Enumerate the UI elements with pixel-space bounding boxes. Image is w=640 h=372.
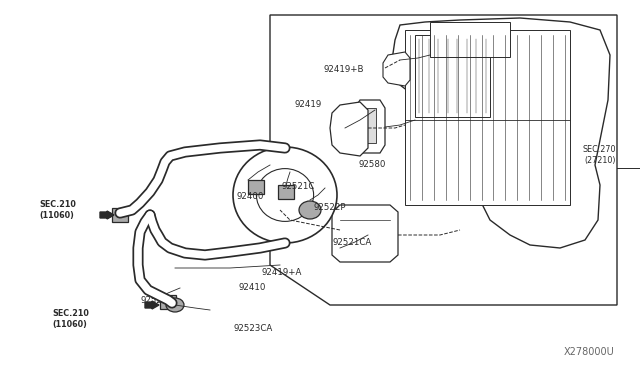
Bar xyxy=(112,208,128,222)
Text: X278000U: X278000U xyxy=(564,347,614,357)
Text: 92419+B: 92419+B xyxy=(323,65,364,74)
Text: 92580: 92580 xyxy=(358,160,386,169)
Bar xyxy=(430,22,510,57)
Bar xyxy=(160,295,176,309)
Text: 92521CA: 92521CA xyxy=(333,238,372,247)
FancyArrow shape xyxy=(100,211,114,219)
Ellipse shape xyxy=(299,201,321,219)
Text: (11060): (11060) xyxy=(52,320,87,329)
Text: 92400: 92400 xyxy=(237,192,264,201)
Polygon shape xyxy=(383,52,410,86)
Text: 92419: 92419 xyxy=(294,100,322,109)
Polygon shape xyxy=(352,100,385,153)
Text: (27210): (27210) xyxy=(584,156,616,165)
Ellipse shape xyxy=(166,298,184,312)
Bar xyxy=(415,35,490,117)
Text: SEC.210: SEC.210 xyxy=(40,200,77,209)
Text: 92523CA: 92523CA xyxy=(234,324,273,333)
Polygon shape xyxy=(332,205,398,262)
Ellipse shape xyxy=(257,169,314,221)
Polygon shape xyxy=(392,18,610,248)
Text: SEC.270: SEC.270 xyxy=(582,145,616,154)
Text: SEC.210: SEC.210 xyxy=(52,309,90,318)
Polygon shape xyxy=(270,15,617,305)
Text: 92521C: 92521C xyxy=(282,182,315,191)
Text: (11060): (11060) xyxy=(40,211,74,220)
Text: 92410: 92410 xyxy=(238,283,266,292)
Bar xyxy=(405,30,570,205)
Text: 92522P: 92522P xyxy=(314,203,346,212)
Bar xyxy=(248,180,264,194)
Text: 92419+A: 92419+A xyxy=(261,268,301,277)
FancyArrow shape xyxy=(145,301,159,309)
Bar xyxy=(278,185,294,199)
Bar xyxy=(358,108,376,143)
Ellipse shape xyxy=(233,147,337,243)
Polygon shape xyxy=(330,102,368,156)
Text: 92521C: 92521C xyxy=(141,296,174,305)
